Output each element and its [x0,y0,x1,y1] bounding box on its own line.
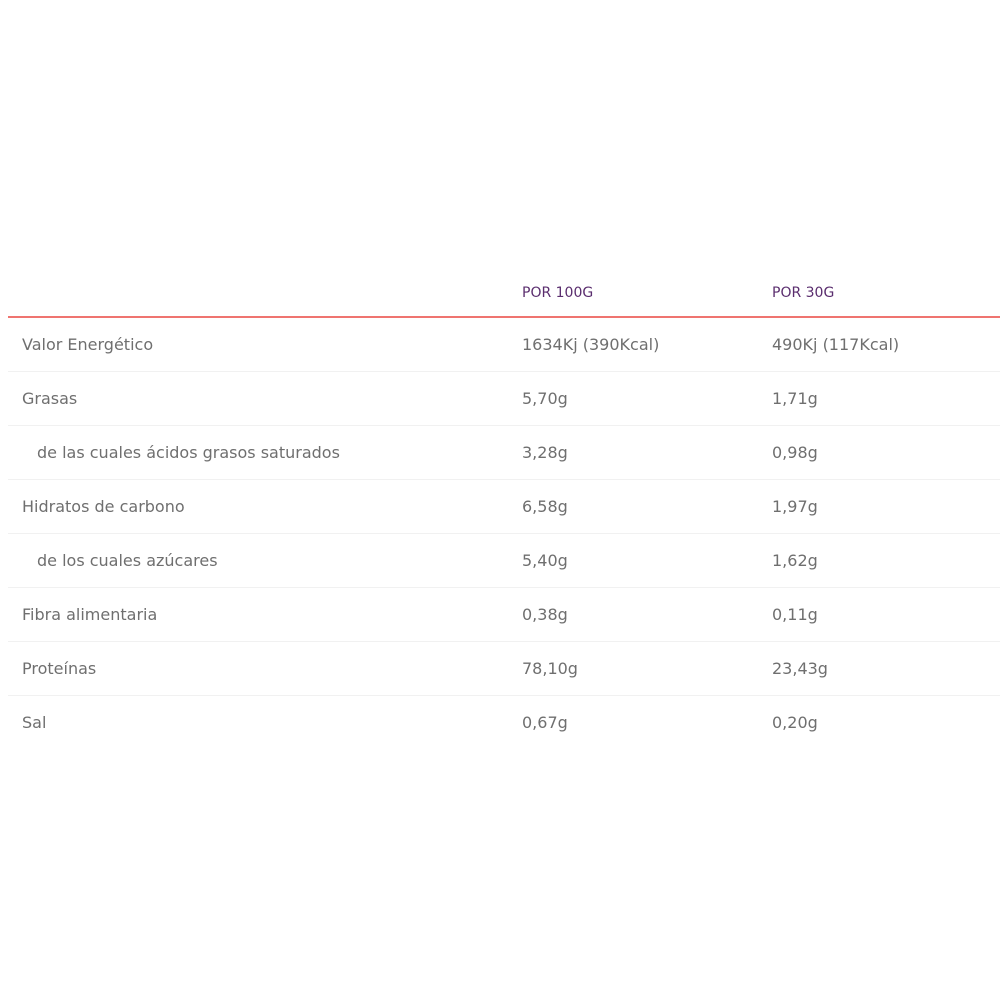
header-per-100g: POR 100G [522,270,772,318]
value-per-30g: 1,62g [772,533,1000,588]
value-per-30g: 0,20g [772,713,818,732]
table-row: Sal 0,67g 0,20g [8,696,1000,750]
table-header-row: POR 100G POR 30G [8,270,1000,318]
value-per-30g: 0,98g [772,425,1000,480]
table-row: Proteínas 78,10g 23,43g [8,641,1000,696]
nutrient-label: Hidratos de carbono [8,479,522,534]
nutrient-label: Proteínas [8,641,522,696]
nutrient-label: Sal [22,713,47,732]
nutrition-table: POR 100G POR 30G Valor Energético 1634Kj … [8,270,1000,749]
value-per-100g: 3,28g [522,425,772,480]
value-per-30g: 490Kj (117Kcal) [772,317,1000,372]
value-per-100g: 6,58g [522,479,772,534]
value-per-100g: 78,10g [522,641,772,696]
nutrient-label: de los cuales azúcares [8,533,522,588]
value-per-100g: 1634Kj (390Kcal) [522,317,772,372]
value-per-100g: 5,70g [522,371,772,426]
value-per-100g: 0,67g [522,713,568,732]
nutrient-label: de las cuales ácidos grasos saturados [8,425,522,480]
table-row: Grasas 5,70g 1,71g [8,371,1000,426]
nutrient-label: Grasas [8,371,522,426]
value-per-100g: 0,38g [522,587,772,642]
header-nutrient [8,270,522,318]
table-row: de los cuales azúcares 5,40g 1,62g [8,533,1000,588]
nutrient-label: Valor Energético [8,317,522,372]
value-per-30g: 1,71g [772,371,1000,426]
value-per-30g: 0,11g [772,587,1000,642]
table-row: Fibra alimentaria 0,38g 0,11g [8,587,1000,642]
value-per-30g: 1,97g [772,479,1000,534]
value-per-30g: 23,43g [772,641,1000,696]
table-row: de las cuales ácidos grasos saturados 3,2… [8,425,1000,480]
table-row: Hidratos de carbono 6,58g 1,97g [8,479,1000,534]
value-per-100g: 5,40g [522,533,772,588]
header-per-30g: POR 30G [772,270,1000,318]
table-row: Valor Energético 1634Kj (390Kcal) 490Kj (1… [8,317,1000,372]
nutrient-label: Fibra alimentaria [8,587,522,642]
